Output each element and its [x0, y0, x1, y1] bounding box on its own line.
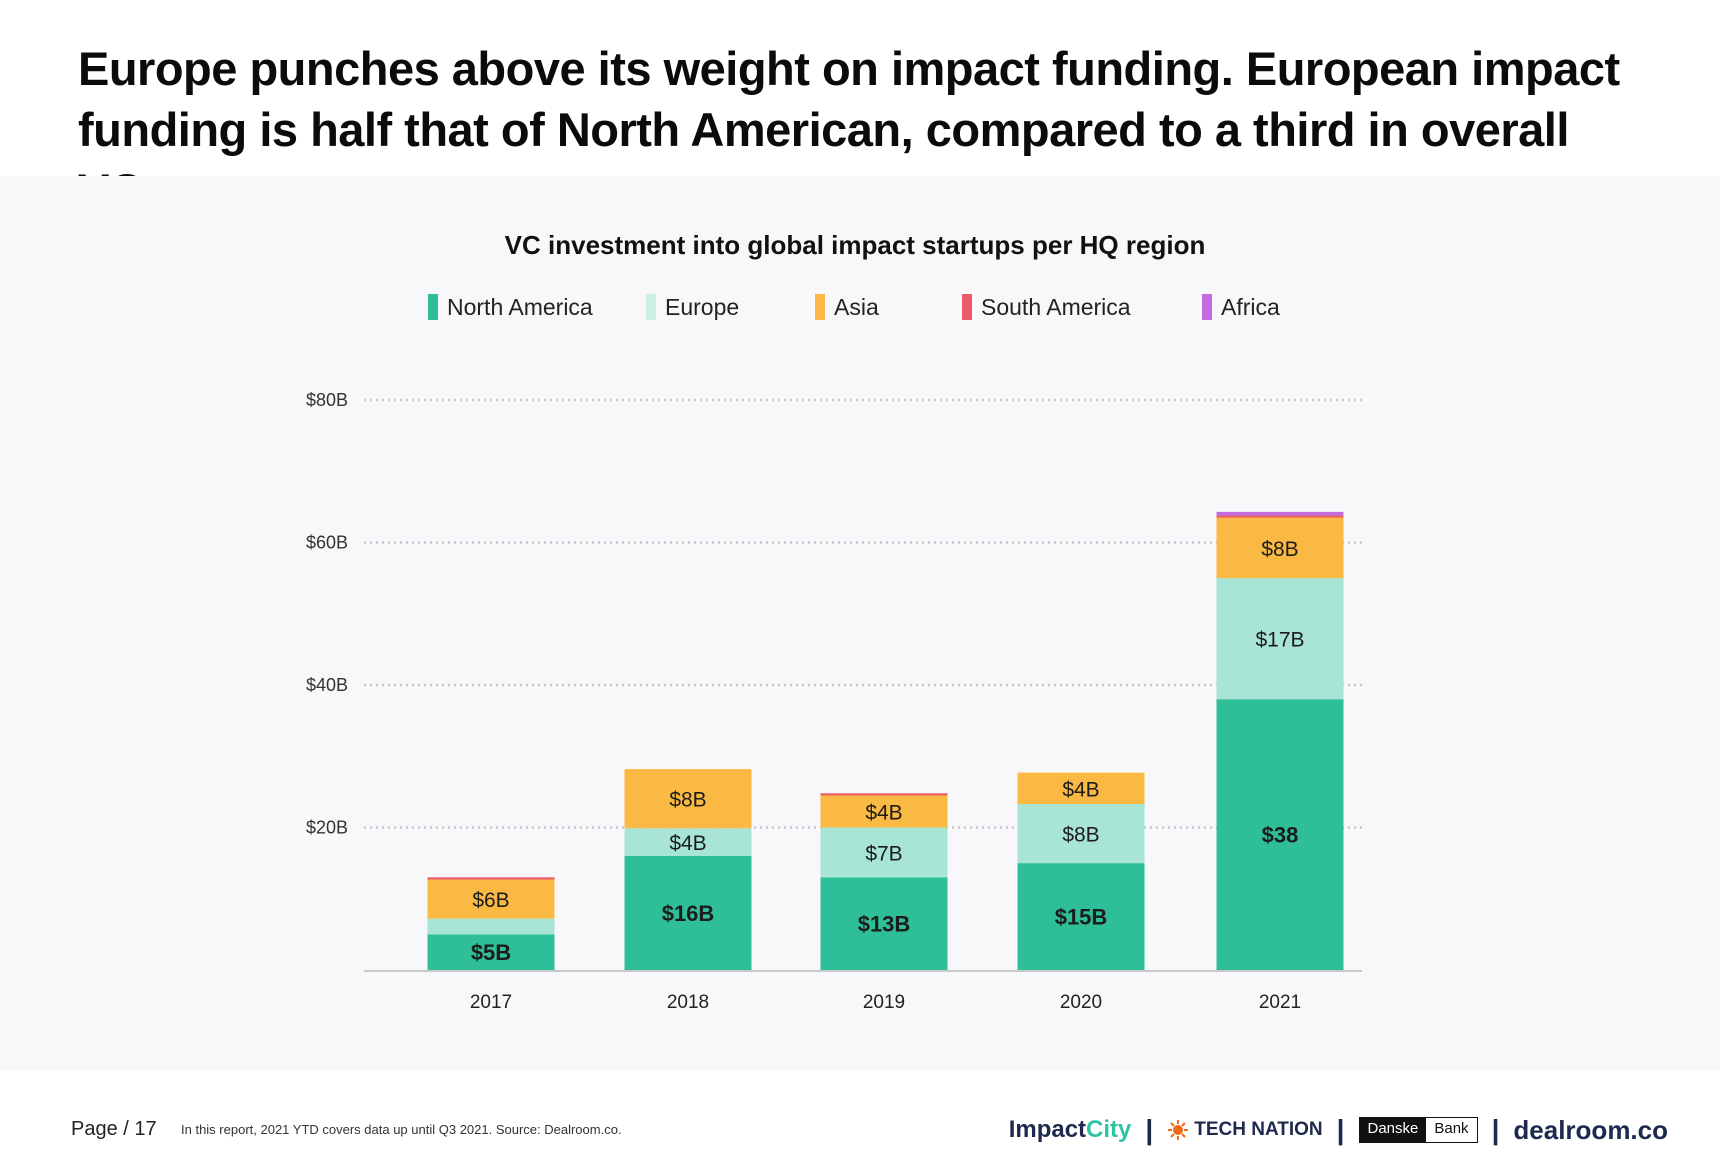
- technation-sun-icon: [1168, 1120, 1189, 1140]
- danske-logo-part-b: Bank: [1426, 1118, 1477, 1142]
- bar-segment: [1216, 517, 1344, 579]
- bar-data-label: $4B: [1062, 778, 1099, 801]
- chart-title: VC investment into global impact startup…: [504, 230, 1206, 260]
- legend-europe: Europe: [646, 292, 739, 322]
- x-tick-label: 2017: [470, 992, 512, 1013]
- legend-swatch-north-america: [428, 294, 438, 320]
- bar-segment: [624, 769, 752, 829]
- y-tick-label: $40B: [306, 675, 348, 695]
- danske-logo-part-a: Danske: [1359, 1118, 1427, 1142]
- bar-data-label: $15B: [1055, 905, 1108, 930]
- bar-data-label: $7B: [865, 842, 902, 865]
- y-tick-label: $60B: [306, 533, 348, 553]
- bar-segment: [427, 877, 555, 880]
- bar-data-label: $8B: [1062, 824, 1099, 847]
- bar-segment: [427, 934, 555, 970]
- bar-segment: [1017, 772, 1145, 804]
- bar-data-label: $4B: [865, 801, 902, 824]
- bar-data-label: $6B: [472, 889, 509, 912]
- bar-segment: [1017, 803, 1145, 864]
- legend-swatch-south-america: [962, 294, 972, 320]
- headline: Europe punches above its weight on impac…: [78, 42, 1620, 217]
- bar-data-label: $8B: [1261, 538, 1298, 561]
- source-note: In this report, 2021 YTD covers data up …: [181, 1122, 622, 1137]
- bar-segment: [1216, 515, 1344, 518]
- legend-africa: Africa: [1202, 292, 1280, 322]
- logo-separator: |: [1145, 1114, 1154, 1145]
- impactcity-logo: ImpactCity: [1009, 1116, 1132, 1144]
- legend-label-south-america: South America: [981, 293, 1131, 320]
- danske-bank-logo: Danske Bank: [1358, 1117, 1478, 1143]
- bar-segment: [1216, 578, 1344, 700]
- bar-data-label: $38: [1262, 823, 1299, 848]
- legend-north-america: North America: [428, 292, 593, 322]
- logo-separator: |: [1336, 1114, 1345, 1145]
- legend-swatch-asia: [815, 294, 825, 320]
- legend-label-asia: Asia: [834, 293, 879, 320]
- impactcity-logo-part-a: Impact: [1008, 1116, 1087, 1143]
- bar-segment: [1216, 511, 1344, 516]
- y-tick-label: $20B: [306, 818, 348, 838]
- legend-label-africa: Africa: [1221, 293, 1280, 320]
- bar-segment: [624, 828, 752, 856]
- y-tick-label: $80B: [306, 390, 348, 410]
- legend-south-america: South America: [962, 292, 1131, 322]
- bar-segment: [820, 793, 948, 796]
- bar-segment: [1216, 699, 1344, 970]
- bar-segment: [624, 856, 752, 970]
- legend-swatch-europe: [646, 294, 656, 320]
- bar-segment: [1017, 863, 1145, 970]
- bar-data-label: $4B: [669, 832, 706, 855]
- dealroom-logo: dealroom.co: [1513, 1114, 1668, 1145]
- logo-separator: |: [1491, 1114, 1500, 1145]
- bar-segment: [820, 795, 948, 828]
- bar-data-label: $13B: [858, 912, 911, 937]
- partner-logos: ImpactCity | TECH NATION | Danske Bank |…: [1009, 1112, 1668, 1148]
- page-number: Page / 17: [71, 1118, 157, 1140]
- legend-label-north-america: North America: [447, 293, 593, 320]
- technation-logo-text: TECH NATION: [1194, 1119, 1323, 1140]
- x-tick-label: 2021: [1259, 992, 1301, 1013]
- bar-data-label: $5B: [471, 940, 511, 965]
- legend-label-europe: Europe: [665, 293, 740, 320]
- x-tick-label: 2020: [1060, 992, 1102, 1013]
- technation-logo: TECH NATION: [1167, 1119, 1323, 1141]
- bar-data-label: $17B: [1255, 629, 1304, 652]
- bar-segment: [427, 918, 555, 935]
- impactcity-logo-part-b: City: [1086, 1116, 1132, 1143]
- bar-segment: [820, 877, 948, 970]
- legend-asia: Asia: [815, 292, 879, 322]
- bar-data-label: $16B: [662, 901, 715, 926]
- x-tick-label: 2019: [863, 992, 905, 1013]
- bar-segment: [820, 827, 948, 878]
- x-tick-label: 2018: [667, 992, 709, 1013]
- bar-segment: [427, 879, 555, 919]
- legend-swatch-africa: [1202, 294, 1212, 320]
- bar-data-label: $8B: [669, 789, 706, 812]
